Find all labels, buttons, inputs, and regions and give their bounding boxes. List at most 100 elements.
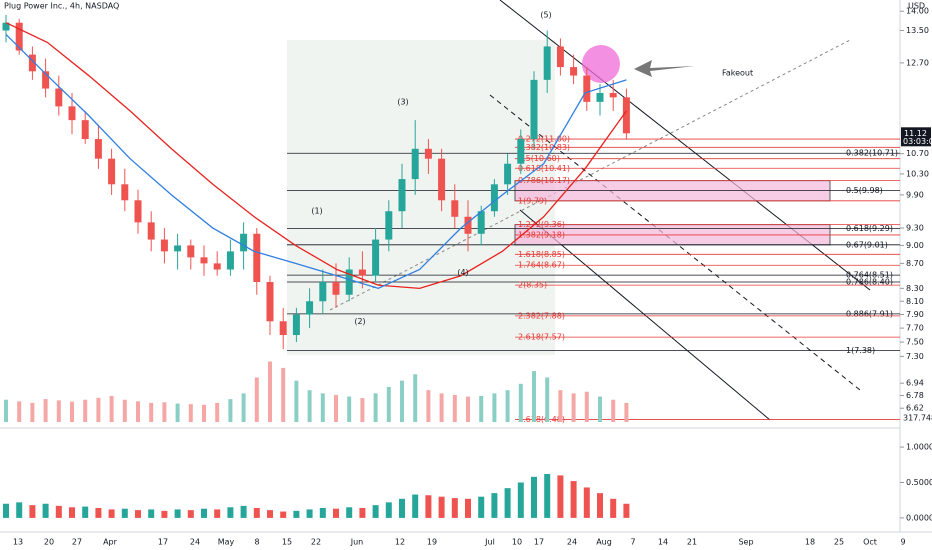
volume-bar	[30, 402, 35, 422]
macd-bar	[280, 511, 287, 518]
macd-bar	[267, 510, 273, 518]
fib-label: 1.382(9.18)	[518, 230, 565, 239]
macd-bar	[319, 508, 326, 518]
moving-average	[5, 22, 627, 289]
macd-tick-label: 0.0000	[906, 513, 932, 522]
macd-bar	[544, 474, 551, 518]
fib-label: 0.886(7.91)	[846, 309, 893, 318]
macd-tick-label: 1.0000	[906, 443, 932, 452]
macd-bar	[438, 496, 445, 518]
fib-label: 0.618(9.29)	[846, 224, 893, 233]
volume-bar	[584, 391, 589, 422]
arrow	[634, 60, 695, 77]
fib-label: 0.786(8.40)	[846, 277, 893, 286]
macd-bar	[174, 509, 181, 518]
y-tick-label: 7.50	[906, 338, 924, 347]
fib-label: 3.618(6.48)	[518, 415, 565, 424]
volume-bar	[109, 395, 114, 422]
macd-bar	[557, 475, 564, 518]
macd-bar	[465, 498, 471, 518]
y-tick-label: 9.00	[906, 241, 924, 250]
macd-bar	[359, 508, 366, 518]
volume-bar	[83, 399, 88, 422]
y-tick-label: 8.70	[906, 259, 924, 268]
candle-body	[306, 301, 314, 315]
candle-body	[596, 92, 604, 102]
currency: USD	[908, 2, 925, 11]
x-tick-label: 9	[900, 538, 905, 547]
macd-bar	[610, 498, 617, 518]
x-tick-label: 17	[534, 538, 544, 547]
volume-bar	[281, 367, 286, 422]
macd-bar	[385, 502, 392, 518]
volume-bar	[505, 390, 510, 422]
y-tick-label: 7.30	[906, 352, 924, 361]
x-tick-label: Jun	[350, 538, 364, 547]
y-tick-label: 7.70	[906, 324, 924, 333]
x-tick-label: Aug	[596, 538, 612, 547]
candle-body	[68, 106, 76, 121]
wave-label: (3)	[397, 97, 408, 106]
macd-bar	[293, 510, 300, 518]
candle-body	[464, 216, 472, 234]
x-tick-label: 19	[427, 538, 437, 547]
fib-label: 1(7.38)	[846, 346, 875, 355]
macd-bar	[306, 509, 313, 518]
y-tick-label: 9.30	[906, 224, 924, 233]
volume-bar	[558, 390, 563, 422]
x-tick-label: 12	[395, 538, 405, 547]
volume-bar	[479, 395, 484, 422]
fib-label: 2(8.35)	[518, 281, 547, 290]
volume-bar	[294, 380, 299, 422]
candle-body	[213, 263, 221, 270]
volume-bar	[4, 399, 8, 422]
macd-bar	[412, 494, 419, 518]
candle-body	[226, 251, 234, 270]
y-tick-label: 12.70	[906, 58, 929, 67]
x-tick-label: 8	[254, 538, 259, 547]
y-tick-label: 6.62	[906, 404, 924, 413]
volume-profile-range	[287, 40, 555, 355]
macd-bar	[214, 509, 221, 518]
volume-bar	[228, 399, 233, 422]
volume-bar	[175, 403, 180, 422]
x-tick-label: 25	[834, 538, 844, 547]
volume-bar	[413, 374, 418, 422]
candle-body	[2, 22, 10, 31]
moving-average	[5, 33, 627, 290]
macd-bar	[121, 508, 128, 518]
macd-bar	[504, 488, 511, 518]
candle-body	[556, 46, 564, 68]
volume-bar	[347, 396, 352, 422]
fib-label: 0.67(9.01)	[846, 240, 888, 249]
macd-bar	[333, 508, 339, 518]
x-tick-label: May	[218, 538, 235, 547]
macd-bar	[399, 498, 405, 518]
candle-body	[424, 148, 432, 159]
macd-bar	[517, 482, 524, 518]
candle-body	[253, 233, 261, 282]
fib-label: 0.786(10.17)	[518, 176, 570, 185]
candle-body	[451, 200, 459, 217]
candle-body	[372, 239, 380, 276]
candle-body	[121, 184, 129, 201]
fib-label: 0.382(10.71)	[846, 149, 898, 158]
x-tick-label: 22	[311, 538, 321, 547]
candle-body	[160, 239, 168, 252]
macd-bar	[491, 493, 498, 518]
candle-body	[517, 139, 525, 164]
wave-label: (5)	[540, 11, 551, 20]
volume-bar	[202, 404, 206, 422]
y-tick-label: 14.00	[906, 7, 929, 16]
candle-body	[570, 67, 578, 76]
volume-bar	[598, 396, 602, 422]
macd-tick-label: 0.5000	[906, 478, 932, 487]
volume-bar	[373, 393, 378, 422]
x-tick-label: 24	[567, 538, 577, 547]
candle-body	[332, 281, 340, 295]
candle-body	[240, 233, 248, 252]
candle-body	[28, 54, 36, 72]
countdown: 03:03:09	[903, 137, 932, 146]
volume-bar	[386, 387, 391, 422]
